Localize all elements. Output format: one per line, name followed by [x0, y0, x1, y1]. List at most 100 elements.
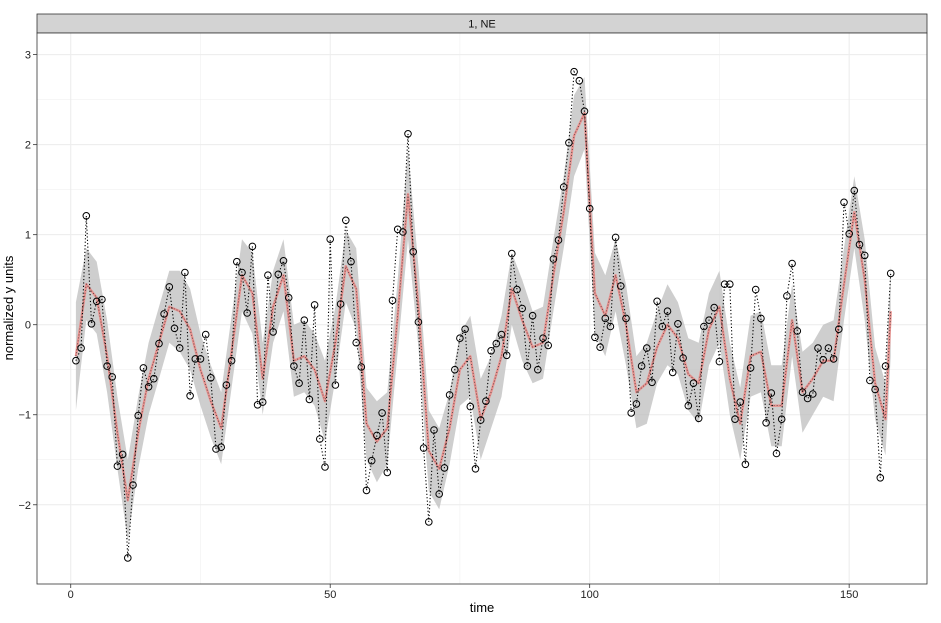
observed-point	[596, 343, 604, 352]
observed-point	[264, 271, 272, 280]
observed-point	[591, 333, 599, 342]
observed-point	[243, 309, 251, 317]
observed-point	[637, 362, 646, 370]
observed-point	[700, 322, 708, 331]
observed-point	[212, 445, 220, 453]
observed-point	[399, 228, 407, 236]
observed-series-layer	[72, 67, 895, 562]
y-tick-label: 3	[25, 50, 31, 62]
observed-point	[658, 322, 667, 331]
observed-point	[378, 409, 386, 417]
observed-point	[367, 456, 376, 465]
observed-point	[134, 411, 142, 420]
y-axis: −2 −1 0 1 2 3	[18, 50, 37, 512]
observed-point	[663, 307, 672, 316]
observed-point	[279, 257, 288, 265]
x-axis-title: time	[470, 600, 495, 615]
observed-point	[876, 474, 885, 482]
observed-point	[726, 280, 734, 289]
observed-point	[881, 362, 890, 370]
observed-point	[746, 364, 755, 372]
observed-point	[611, 233, 620, 242]
observed-point	[835, 325, 843, 334]
observed-point	[326, 235, 335, 243]
observed-point	[295, 379, 303, 388]
observed-point	[284, 293, 293, 302]
plot-panel	[36, 32, 928, 585]
observed-line	[75, 69, 892, 558]
observed-point	[461, 325, 469, 334]
observed-point	[762, 419, 770, 427]
observed-point	[788, 259, 796, 268]
fitted-line-dotted-overlay	[75, 112, 892, 501]
observed-point	[518, 304, 527, 313]
observed-point	[124, 554, 132, 562]
observed-point	[466, 402, 475, 411]
observed-point	[160, 310, 168, 318]
observed-point	[207, 374, 215, 382]
observed-point	[300, 316, 309, 325]
observed-point	[409, 248, 418, 256]
observed-point	[855, 240, 864, 249]
observed-point	[617, 282, 625, 290]
observed-point	[886, 269, 895, 278]
observed-point	[352, 338, 361, 347]
observed-point	[98, 295, 106, 304]
observed-point	[274, 270, 283, 279]
observed-point	[814, 344, 822, 352]
facet-strip: 1, NE	[36, 13, 928, 34]
observed-point	[87, 320, 96, 328]
observed-point	[741, 460, 750, 469]
observed-point	[258, 398, 267, 406]
fitted-line-layer	[74, 111, 892, 502]
observed-point	[238, 268, 246, 277]
observed-point	[82, 212, 91, 220]
observed-point	[321, 463, 329, 471]
observed-point	[103, 362, 111, 370]
observed-point	[715, 357, 724, 366]
observed-point	[347, 257, 355, 266]
observed-point	[440, 464, 449, 472]
observed-point	[559, 183, 568, 191]
observed-point	[305, 395, 314, 404]
observed-point	[871, 385, 879, 394]
observed-point	[139, 364, 148, 372]
observed-point	[456, 334, 464, 343]
observed-point	[476, 416, 485, 424]
observed-point	[191, 355, 200, 363]
observed-point	[757, 314, 765, 323]
observed-point	[290, 362, 298, 370]
observed-point	[601, 314, 610, 323]
observed-point	[310, 301, 319, 309]
panel-border	[36, 32, 928, 585]
observed-point	[92, 297, 101, 306]
observed-point	[580, 107, 589, 116]
observed-point	[150, 374, 158, 383]
observed-point	[513, 285, 521, 294]
y-tick-label: −2	[18, 500, 31, 512]
observed-point	[445, 391, 454, 399]
observed-point	[575, 76, 584, 85]
observed-point	[175, 344, 184, 352]
observed-point	[622, 314, 630, 323]
observed-point	[772, 449, 781, 458]
observed-point	[606, 322, 615, 331]
observed-point	[233, 257, 241, 266]
observed-point	[694, 414, 703, 423]
observed-point	[554, 236, 563, 244]
y-tick-label: −1	[18, 410, 31, 422]
x-tick-label: 150	[840, 589, 858, 601]
observed-point	[497, 330, 506, 339]
observed-point	[482, 397, 490, 406]
observed-point	[430, 426, 438, 434]
observed-point	[222, 381, 231, 389]
observed-point	[528, 311, 537, 320]
observed-point	[845, 230, 854, 238]
observed-point	[362, 486, 371, 495]
observed-point	[643, 344, 651, 352]
observed-point	[425, 518, 433, 526]
observed-point	[165, 283, 174, 291]
observed-point	[674, 320, 682, 328]
observed-point	[435, 490, 444, 498]
observed-point	[336, 300, 345, 308]
